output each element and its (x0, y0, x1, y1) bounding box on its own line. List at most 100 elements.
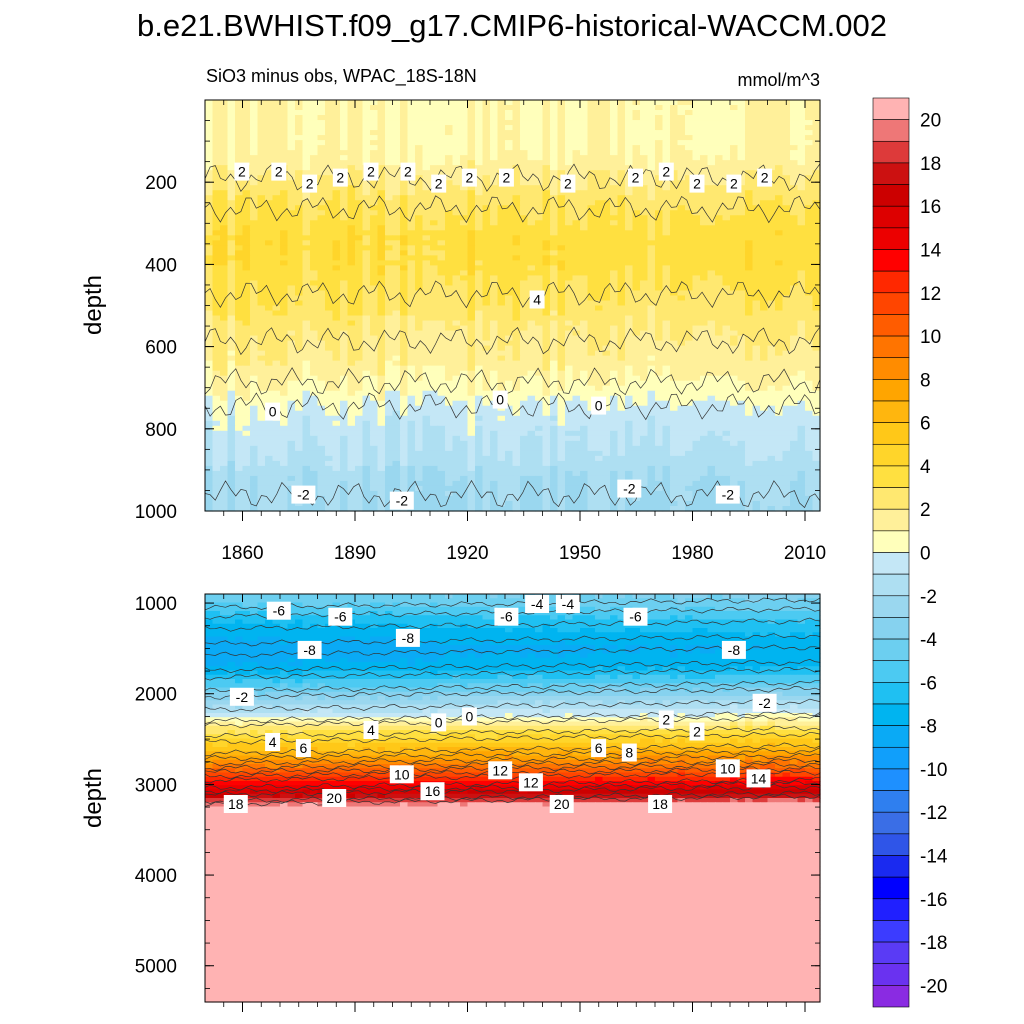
upper-field-cell (490, 235, 499, 241)
upper-field-cell (467, 290, 476, 297)
upper-field-cell (685, 275, 694, 282)
upper-field-cell (557, 205, 566, 211)
upper-field-cell (775, 245, 784, 251)
upper-field-cell (212, 255, 221, 261)
upper-field-cell (565, 325, 574, 332)
upper-field-cell (692, 140, 701, 146)
upper-field-cell (242, 390, 251, 397)
upper-field-cell (760, 230, 769, 236)
upper-field-cell (280, 305, 289, 312)
upper-field-cell (257, 180, 266, 186)
upper-field-cell (437, 130, 446, 136)
upper-field-cell (610, 150, 619, 156)
upper-field-cell (340, 390, 349, 397)
upper-field-cell (715, 360, 724, 367)
upper-field-cell (730, 290, 739, 297)
upper-field-cell (542, 205, 551, 211)
upper-field-cell (565, 100, 574, 106)
upper-field-cell (227, 340, 236, 347)
upper-field-cell (452, 270, 461, 277)
upper-field-cell (257, 280, 266, 287)
upper-field-cell (655, 145, 664, 151)
upper-field-cell (767, 355, 776, 362)
upper-field-cell (445, 270, 454, 277)
upper-field-cell (722, 275, 731, 282)
upper-field-cell (527, 180, 536, 186)
upper-field-cell (407, 275, 416, 282)
upper-field-cell (587, 120, 596, 126)
upper-field-cell (250, 210, 259, 216)
upper-field-cell (647, 315, 656, 322)
upper-field-cell (415, 255, 424, 261)
upper-field-cell (587, 100, 596, 106)
upper-field-cell (512, 255, 521, 261)
upper-field-cell (662, 275, 671, 282)
upper-field-cell (692, 280, 701, 287)
upper-field-cell (452, 365, 461, 372)
upper-field-cell (527, 390, 536, 397)
upper-field-cell (445, 195, 454, 201)
upper-field-cell (805, 360, 814, 367)
upper-field-cell (482, 365, 491, 372)
upper-field-cell (265, 365, 274, 372)
upper-field-cell (385, 165, 394, 171)
upper-field-cell (205, 300, 214, 307)
upper-field-cell (302, 345, 311, 352)
upper-field-cell (407, 110, 416, 116)
upper-field-cell (272, 365, 281, 372)
upper-field-cell (595, 175, 604, 181)
upper-field-cell (250, 245, 259, 251)
upper-field-cell (422, 345, 431, 352)
upper-field-cell (685, 135, 694, 141)
upper-field-cell (572, 105, 581, 111)
upper-field-cell (617, 185, 626, 191)
upper-field-cell (550, 120, 559, 126)
upper-field-cell (377, 225, 386, 231)
upper-field-cell (280, 110, 289, 116)
upper-field-cell (790, 275, 799, 282)
upper-field-cell (220, 345, 229, 352)
upper-field-cell (700, 230, 709, 236)
upper-field-cell (737, 150, 746, 156)
upper-field-cell (685, 195, 694, 201)
upper-field-cell (752, 340, 761, 347)
upper-field-cell (767, 275, 776, 282)
upper-field-cell (370, 150, 379, 156)
upper-field-cell (685, 185, 694, 191)
upper-field-cell (610, 110, 619, 116)
upper-field-cell (722, 120, 731, 126)
upper-field-cell (655, 290, 664, 297)
upper-field-cell (475, 105, 484, 111)
upper-field-cell (737, 160, 746, 166)
upper-field-cell (317, 345, 326, 352)
upper-field-cell (730, 110, 739, 116)
upper-field-cell (452, 210, 461, 216)
upper-field-cell (250, 220, 259, 226)
upper-field-cell (422, 315, 431, 322)
upper-field-cell (295, 105, 304, 111)
upper-field-cell (302, 195, 311, 201)
upper-field-cell (580, 155, 589, 161)
upper-field-cell (587, 270, 596, 277)
upper-field-cell (227, 255, 236, 261)
upper-field-cell (685, 400, 694, 407)
upper-field-cell (475, 395, 484, 402)
upper-field-cell (572, 195, 581, 201)
upper-field-cell (212, 185, 221, 191)
upper-field-cell (205, 100, 214, 106)
upper-field-cell (497, 270, 506, 277)
upper-field-cell (392, 215, 401, 221)
upper-field-cell (250, 395, 259, 402)
upper-field-cell (595, 210, 604, 216)
upper-field-cell (617, 135, 626, 141)
upper-field-cell (617, 230, 626, 236)
upper-field-cell (767, 115, 776, 121)
upper-field-cell (550, 350, 559, 357)
upper-field-cell (370, 335, 379, 342)
upper-field-cell (760, 140, 769, 146)
upper-field-cell (767, 270, 776, 277)
upper-field-cell (400, 260, 409, 266)
upper-field-cell (430, 210, 439, 216)
upper-field-cell (505, 285, 514, 292)
upper-field-cell (430, 310, 439, 317)
